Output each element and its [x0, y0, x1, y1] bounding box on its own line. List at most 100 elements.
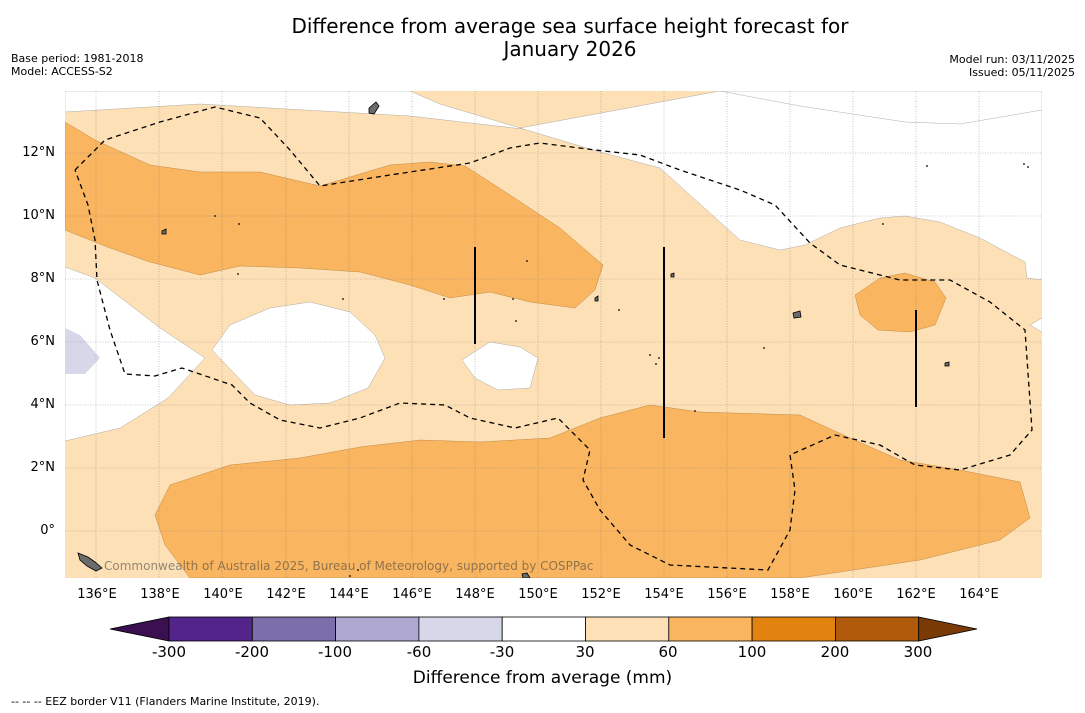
lon-label-146e: 146°E — [392, 587, 432, 602]
colorbar-label-m30: -30 — [489, 643, 515, 661]
lon-label-150e: 150°E — [518, 587, 558, 602]
lat-label-2n: 2°N — [30, 460, 56, 475]
island-south — [521, 572, 531, 578]
colorbar-label-30: 30 — [575, 643, 595, 661]
lat-label-4n: 4°N — [30, 397, 56, 412]
meta-right: Model run: 03/11/2025 Issued: 05/11/2025 — [949, 53, 1075, 79]
title-line-2: January 2026 — [503, 37, 637, 61]
colorbar-segment-30-60 — [585, 616, 670, 642]
colorbar — [109, 616, 978, 642]
island-southwest — [77, 552, 103, 572]
orange-band-north — [65, 121, 604, 309]
eez-footnote: -- -- -- EEZ border V11 (Flanders Marine… — [11, 695, 320, 708]
colorbar-label-200: 200 — [820, 643, 850, 661]
colorbar-label-300: 300 — [903, 643, 933, 661]
islet — [512, 298, 514, 300]
orange-patch-east — [854, 272, 947, 333]
lon-label-148e: 148°E — [455, 587, 495, 602]
model-run-text: Model run: 03/11/2025 — [949, 53, 1075, 66]
islet — [926, 165, 928, 167]
islet — [618, 309, 620, 311]
colorbar-segment-m100-m60 — [335, 616, 420, 642]
lat-label-12n: 12°N — [22, 145, 55, 160]
islet — [526, 260, 528, 262]
islets — [214, 163, 1029, 577]
islet — [882, 223, 884, 225]
lat-label-10n: 10°N — [22, 208, 55, 223]
islet — [214, 215, 216, 217]
white-region-central-north — [519, 91, 1042, 281]
colorbar-extend-high — [918, 616, 978, 642]
map-area — [65, 91, 1042, 578]
islet — [349, 575, 351, 577]
islet — [342, 298, 344, 300]
island-east-small — [944, 361, 950, 367]
islet — [238, 223, 240, 225]
islands — [77, 101, 950, 578]
colorbar-title: Difference from average (mm) — [412, 668, 673, 688]
island-north — [161, 228, 167, 235]
colorbar-label-60: 60 — [658, 643, 678, 661]
lon-label-154e: 154°E — [644, 587, 684, 602]
colorbar-label-100: 100 — [737, 643, 767, 661]
white-region-central-west — [211, 301, 386, 406]
island-northwest — [368, 101, 380, 115]
colorbar-label-m100: -100 — [317, 643, 353, 661]
lat-label-0: 0° — [40, 523, 55, 538]
colorbar-label-m300: -300 — [151, 643, 187, 661]
lon-label-152e: 152°E — [581, 587, 621, 602]
eez-borders — [74, 106, 1033, 571]
lon-label-164e: 164°E — [959, 587, 999, 602]
islet — [649, 354, 651, 356]
lon-label-162e: 162°E — [896, 587, 936, 602]
islet — [655, 363, 657, 365]
vertical-markers — [474, 247, 917, 438]
colorbar-extend-low — [109, 616, 170, 642]
lon-label-140e: 140°E — [203, 587, 243, 602]
attribution-text: Commonwealth of Australia 2025, Bureau o… — [104, 559, 594, 573]
lat-label-6n: 6°N — [30, 334, 56, 349]
lon-label-158e: 158°E — [770, 587, 810, 602]
islet — [515, 320, 517, 322]
colorbar-segment-m300-m200 — [168, 616, 253, 642]
lon-label-160e: 160°E — [833, 587, 873, 602]
white-region-central — [461, 341, 539, 391]
lon-label-138e: 138°E — [140, 587, 180, 602]
islet — [694, 410, 696, 412]
colorbar-label-m60: -60 — [406, 643, 432, 661]
colorbar-label-m200: -200 — [234, 643, 270, 661]
colorbar-segment-100-200 — [751, 616, 836, 642]
white-region-southwest — [65, 266, 206, 442]
orange-band-south — [154, 404, 1031, 578]
graticule — [65, 91, 1042, 578]
lon-label-142e: 142°E — [266, 587, 306, 602]
colorbar-segment-60-100 — [668, 616, 753, 642]
islet — [237, 273, 239, 275]
colorbar-segment-200-300 — [835, 616, 920, 642]
colorbar-segment-m30-30 — [501, 616, 586, 642]
island-east — [792, 310, 802, 319]
islet — [658, 357, 660, 359]
lat-label-8n: 8°N — [30, 271, 56, 286]
islet — [443, 298, 445, 300]
negative-anomaly-patch — [65, 328, 100, 374]
lon-label-144e: 144°E — [329, 587, 369, 602]
colorbar-segment-m60-m30 — [418, 616, 503, 642]
meta-left: Base period: 1981-2018 Model: ACCESS-S2 — [11, 52, 143, 78]
colorbar-segment-m200-m100 — [251, 616, 337, 642]
lon-label-156e: 156°E — [707, 587, 747, 602]
islet — [1023, 163, 1025, 165]
base-period-text: Base period: 1981-2018 — [11, 52, 144, 65]
title-line-1: Difference from average sea surface heig… — [291, 14, 849, 38]
islet — [357, 569, 359, 571]
white-region-northeast — [719, 91, 1042, 125]
eez-border-west — [74, 106, 1033, 571]
model-text: Model: ACCESS-S2 — [11, 65, 113, 78]
white-region-east-edge — [1029, 317, 1042, 333]
islet — [1027, 166, 1029, 168]
island-central-east — [670, 272, 675, 278]
islet — [763, 347, 765, 349]
issued-text: Issued: 05/11/2025 — [968, 66, 1075, 79]
island-central — [594, 295, 599, 302]
